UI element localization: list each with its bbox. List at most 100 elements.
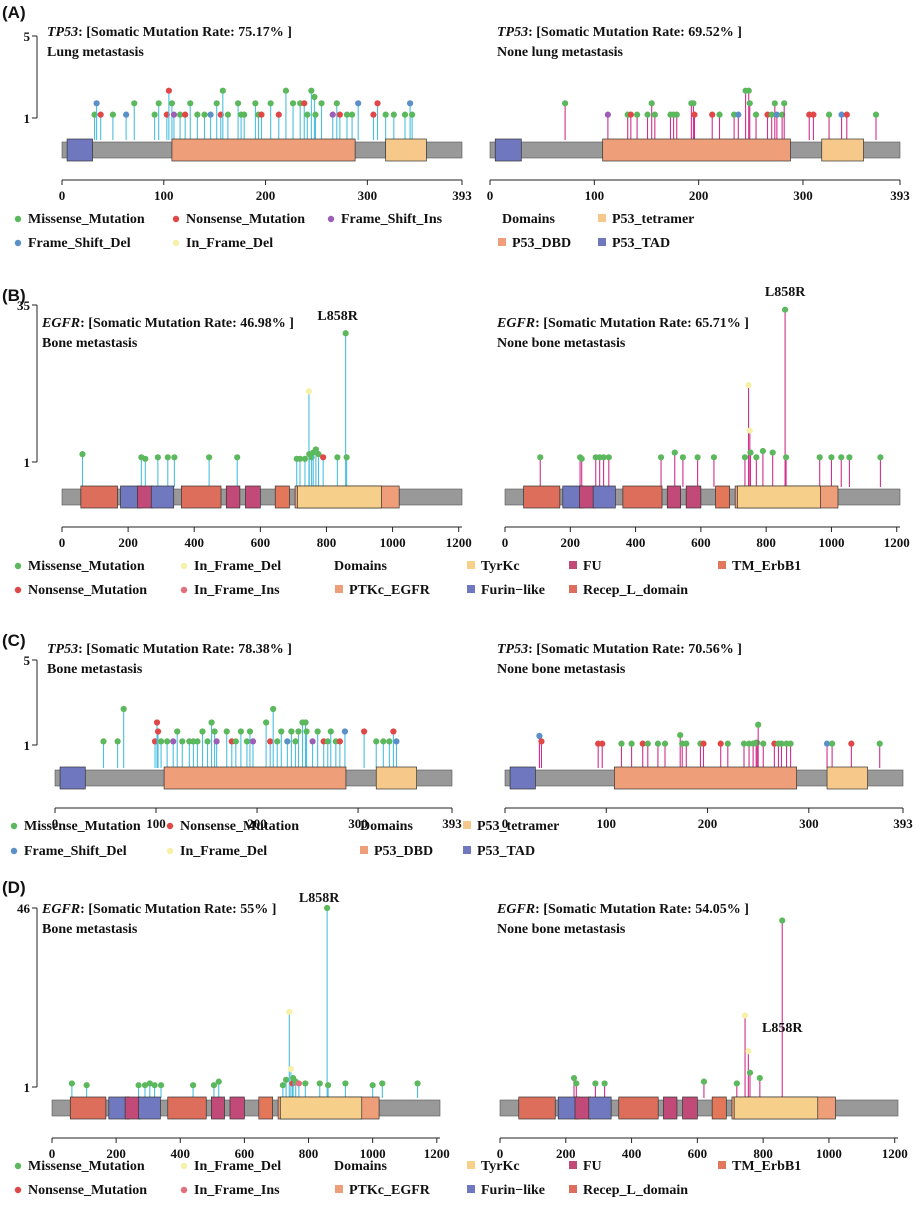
legend-domain-swatch	[335, 585, 343, 593]
gene-name: EGFR	[496, 316, 535, 331]
mutation-point	[157, 738, 165, 745]
mutation-point	[302, 1080, 309, 1087]
mutation-point	[382, 111, 389, 118]
mutation-point	[301, 455, 309, 462]
mutation-point	[677, 732, 684, 739]
legend-mutation-swatch	[180, 1186, 188, 1194]
x-tick-label: 0	[487, 188, 494, 203]
mutation-point	[816, 454, 823, 461]
mutation-rate: : [Somatic Mutation Rate: 69.52% ]	[528, 25, 742, 40]
mutation-point	[740, 740, 748, 747]
mutation-point	[302, 719, 309, 726]
legend-mutation-swatch	[10, 822, 18, 830]
legend-domain-label: Furin−like	[481, 583, 545, 598]
y-axis: 46 1	[17, 901, 38, 1095]
mutation-point	[846, 454, 853, 461]
mutation-point	[114, 738, 121, 745]
legend-mutation-label: Missense_Mutation	[24, 819, 141, 834]
legend-domains-title: Domains	[360, 819, 413, 834]
x-tick-label: 800	[753, 1146, 773, 1161]
mutation-point	[828, 454, 835, 461]
mutation-point	[182, 111, 189, 118]
mutation-point	[657, 454, 665, 461]
x-tick-label: 0	[59, 535, 66, 550]
plot-title: TP53: [Somatic Mutation Rate: 78.38% ]	[47, 642, 292, 657]
legend-mutation-label: Frame_Shift_Del	[24, 844, 127, 859]
legend-domain-swatch	[467, 1161, 475, 1169]
legend-domain-label: PTKc_EGFR	[349, 583, 431, 598]
mutation-point	[187, 100, 194, 107]
mutation-point	[219, 87, 226, 94]
x-tick-label: 200	[698, 816, 718, 831]
gene-name: TP53	[497, 25, 528, 40]
legend-domain-label: Furin−like	[481, 1183, 545, 1198]
legend-domain-label: PTKc_EGFR	[349, 1183, 431, 1198]
legend-domain-label: TyrKc	[481, 1159, 520, 1174]
domain-box	[711, 1096, 727, 1120]
mutation-point	[717, 740, 724, 747]
plot-subtitle: None bone metastasis	[497, 922, 626, 937]
y-tick-label: 5	[24, 653, 31, 668]
mutation-point	[679, 454, 687, 461]
legend-domain-label: TM_ErbB1	[732, 559, 801, 574]
domain-box	[171, 138, 356, 162]
x-tick-label: 0	[497, 1146, 504, 1161]
x-tick-label: 1000	[818, 535, 844, 550]
y-tick-label: 1	[24, 1080, 31, 1095]
mutation-point	[234, 100, 242, 107]
legend-domain-label: P53_tetramer	[612, 212, 694, 227]
hotspot-label: L858R	[317, 309, 358, 324]
legend-mutation-label: Missense_Mutation	[28, 212, 145, 227]
mutation-point	[249, 738, 257, 745]
x-tick-label: 100	[154, 188, 174, 203]
x-tick-label: 800	[317, 535, 337, 550]
legend-domain-swatch	[463, 846, 471, 854]
domain-box	[588, 1096, 612, 1120]
mutation-point	[355, 100, 362, 107]
mutation-point	[733, 1080, 740, 1087]
domain-box	[622, 485, 663, 509]
plot-title: EGFR: [Somatic Mutation Rate: 65.71% ]	[496, 316, 749, 331]
mutation-point	[390, 728, 397, 735]
mutation-point	[700, 1078, 708, 1085]
plot-subtitle: Bone metastasis	[42, 336, 138, 351]
mutation-point	[628, 740, 635, 747]
mutation-point	[752, 111, 760, 118]
mutation-point	[810, 111, 817, 118]
domain-box	[59, 766, 86, 790]
mutation-point	[406, 100, 414, 107]
mutation-point	[274, 738, 281, 745]
x-tick-label: 200	[118, 535, 138, 550]
legend-domain-swatch	[569, 561, 577, 569]
mutation-point	[223, 728, 230, 735]
mutation-point	[341, 728, 349, 735]
domain-box	[180, 485, 222, 509]
mutation-point	[284, 738, 291, 745]
mutation-point	[690, 100, 697, 107]
mutation-point	[179, 738, 186, 745]
legend-mutation-swatch	[14, 215, 22, 223]
legend-domain-swatch	[569, 1161, 577, 1169]
mutation-point	[648, 100, 655, 107]
domain-box	[274, 485, 290, 509]
mutation-point	[68, 1080, 75, 1087]
mutation-point	[278, 728, 285, 735]
plot-title: EGFR: [Somatic Mutation Rate: 54.05% ]	[496, 902, 749, 917]
domain-box	[297, 485, 382, 509]
gene-name: TP53	[497, 642, 528, 657]
mutation-point	[787, 740, 794, 747]
mutation-point	[311, 93, 318, 101]
y-axis: 35 1	[17, 298, 38, 470]
mutation-point	[314, 728, 321, 735]
x-tick-label: 300	[348, 816, 368, 831]
x-tick-label: 400	[622, 1146, 642, 1161]
x-axis: 0 100 200 300 393	[59, 179, 472, 203]
plot-subtitle: Lung metastasis	[47, 45, 144, 60]
mutation-point	[210, 1082, 218, 1089]
mutation-point	[142, 455, 149, 462]
x-axis: 0 200 400 600 800 1000 1200	[502, 526, 910, 550]
mutation-point	[267, 100, 274, 107]
domain-box	[614, 766, 798, 790]
mutation-point	[194, 738, 201, 745]
domain-box	[523, 485, 561, 509]
